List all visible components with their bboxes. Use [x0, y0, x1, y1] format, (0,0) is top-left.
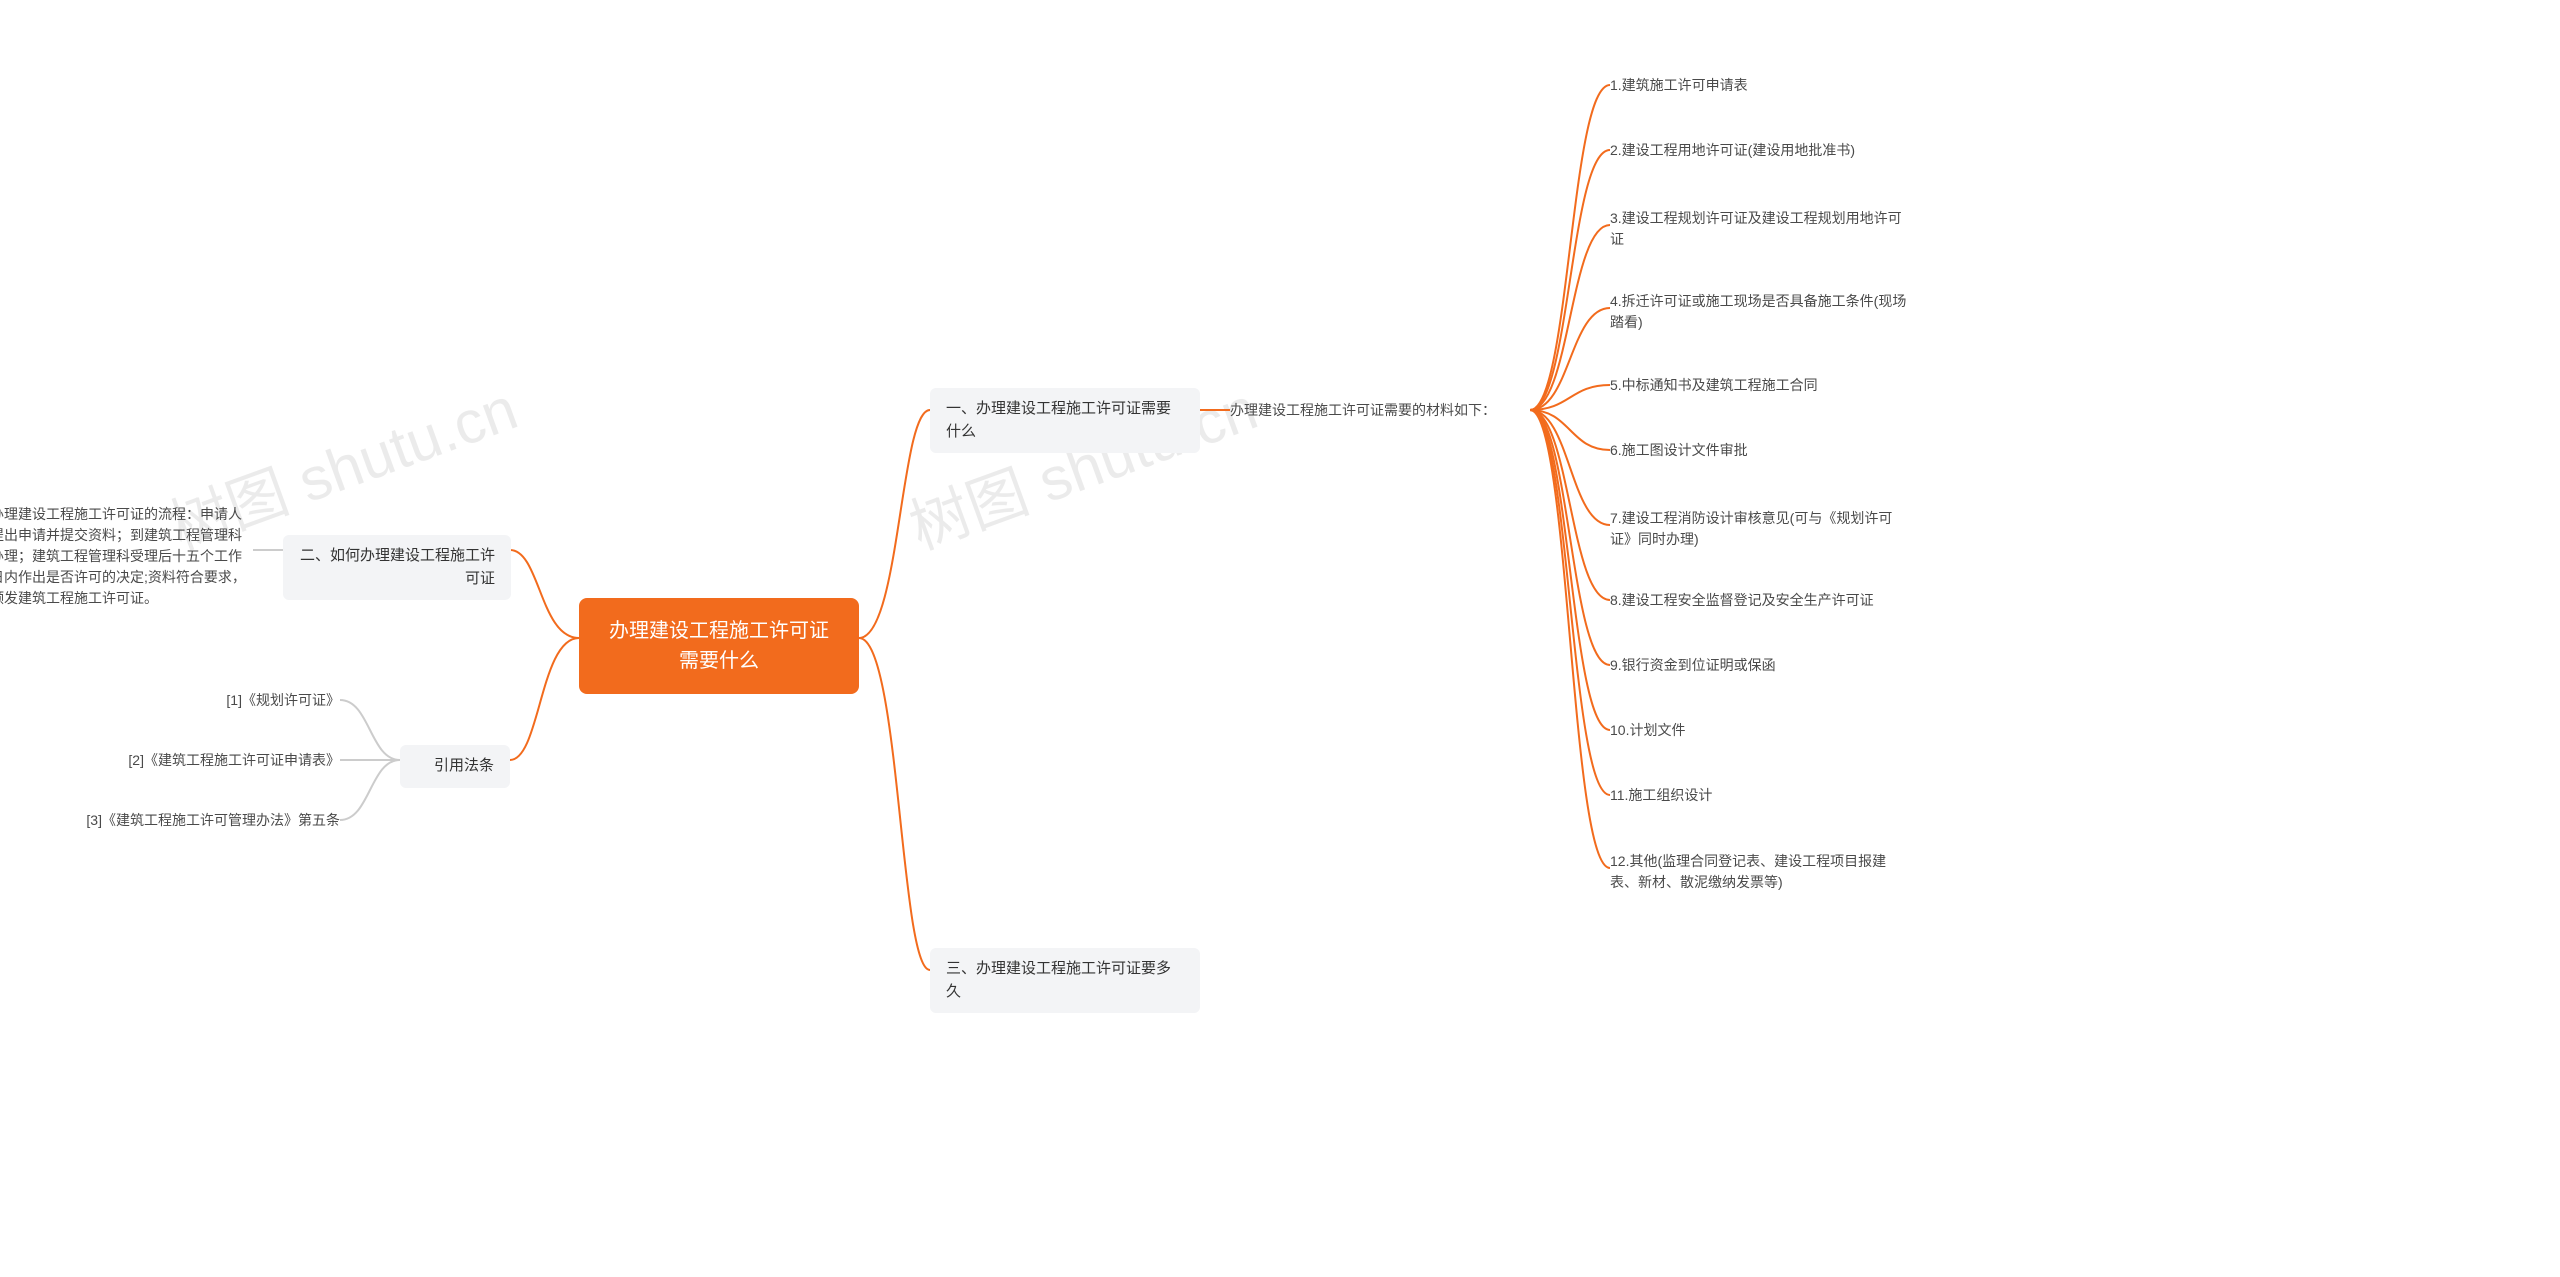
subnode-materials[interactable]: 办理建设工程施工许可证需要的材料如下：: [1230, 400, 1510, 421]
material-item-3[interactable]: 3.建设工程规划许可证及建设工程规划用地许可证: [1610, 208, 1910, 250]
connectors: [0, 0, 2560, 1277]
subnode-materials-label: 办理建设工程施工许可证需要的材料如下：: [1230, 400, 1496, 421]
ref-2[interactable]: [2]《建筑工程施工许可证申请表》: [115, 750, 340, 771]
branch-left-1[interactable]: 二、如何办理建设工程施工许可证: [283, 535, 511, 600]
branch-right-1[interactable]: 一、办理建设工程施工许可证需要什么: [930, 388, 1200, 453]
branch-right-2-label: 三、办理建设工程施工许可证要多久: [946, 958, 1184, 1003]
branch-left-2[interactable]: 引用法条: [400, 745, 510, 788]
material-item-5[interactable]: 5.中标通知书及建筑工程施工合同: [1610, 375, 1818, 396]
material-item-12[interactable]: 12.其他(监理合同登记表、建设工程项目报建表、新材、散泥缴纳发票等): [1610, 851, 1910, 893]
branch-right-2[interactable]: 三、办理建设工程施工许可证要多久: [930, 948, 1200, 1013]
material-item-6[interactable]: 6.施工图设计文件审批: [1610, 440, 1748, 461]
ref-1[interactable]: [1]《规划许可证》: [210, 690, 340, 711]
material-item-9[interactable]: 9.银行资金到位证明或保函: [1610, 655, 1776, 676]
root-node[interactable]: 办理建设工程施工许可证需要什么: [579, 598, 859, 694]
branch-right-1-label: 一、办理建设工程施工许可证需要什么: [946, 398, 1184, 443]
branch-left-2-label: 引用法条: [434, 755, 494, 778]
material-item-10[interactable]: 10.计划文件: [1610, 720, 1685, 741]
ref-3[interactable]: [3]《建筑工程施工许可管理办法》第五条: [75, 810, 340, 831]
material-item-8[interactable]: 8.建设工程安全监督登记及安全生产许可证: [1610, 590, 1874, 611]
branch-left-1-label: 二、如何办理建设工程施工许可证: [299, 545, 495, 590]
material-item-7[interactable]: 7.建设工程消防设计审核意见(可与《规划许可证》同时办理): [1610, 508, 1910, 550]
material-item-11[interactable]: 11.施工组织设计: [1610, 785, 1712, 806]
material-item-2[interactable]: 2.建设工程用地许可证(建设用地批准书): [1610, 140, 1855, 161]
material-item-1[interactable]: 1.建筑施工许可申请表: [1610, 75, 1748, 96]
root-label: 办理建设工程施工许可证需要什么: [603, 616, 835, 676]
branch-left-1-detail: 办理建设工程施工许可证的流程：申请人提出申请并提交资料；到建筑工程管理科办理；建…: [0, 504, 255, 609]
material-item-4[interactable]: 4.拆迁许可证或施工现场是否具备施工条件(现场踏看): [1610, 291, 1910, 333]
